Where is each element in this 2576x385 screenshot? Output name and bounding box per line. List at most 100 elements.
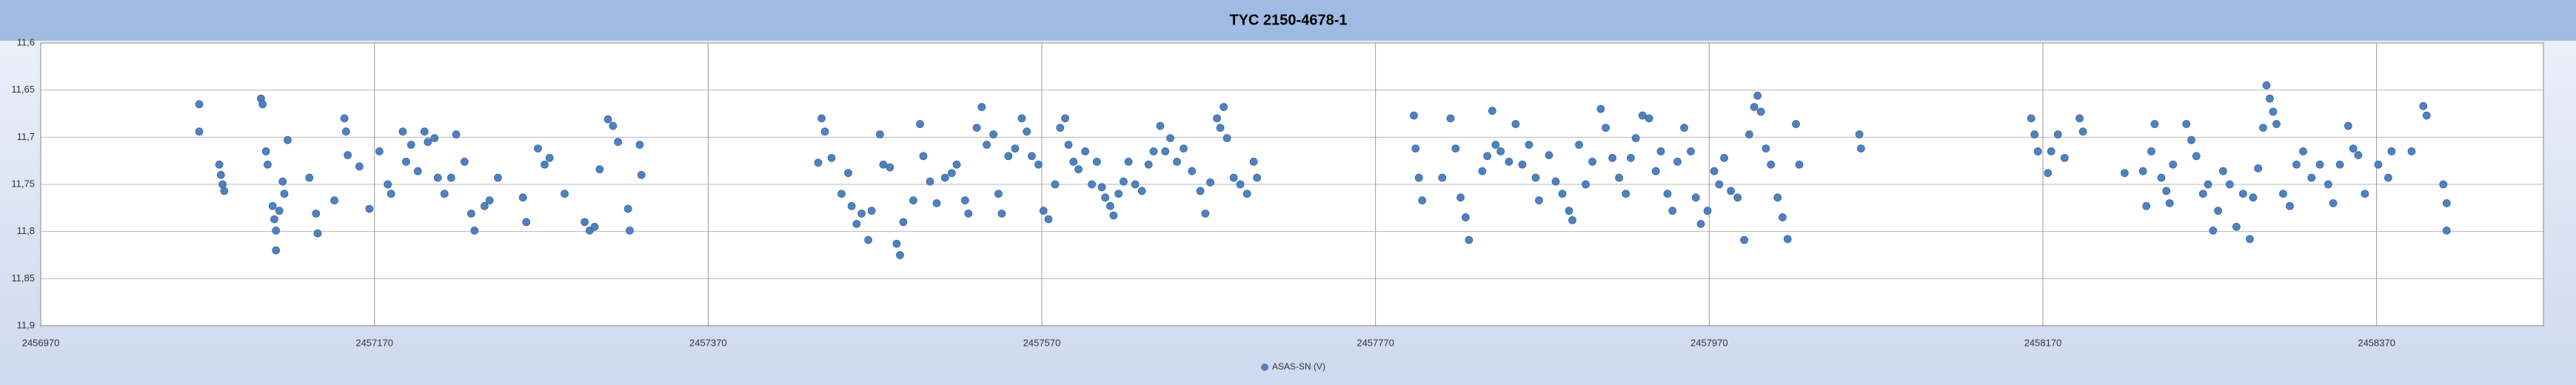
data-point [2299,147,2307,155]
data-point [1144,160,1153,169]
data-point [892,239,901,248]
data-point [2147,147,2155,155]
data-point [952,160,961,169]
data-point [614,138,623,147]
data-point [2349,144,2358,153]
data-point [466,210,475,218]
data-point [1011,144,1020,153]
data-point [1411,144,1420,153]
data-point [817,114,826,123]
data-point [1410,111,1418,120]
data-point [2150,120,2159,128]
data-point [1004,152,1013,161]
data-point [1680,124,1688,133]
data-point [1456,193,1465,202]
data-point [2044,169,2053,178]
data-point [1069,158,1078,166]
data-point [1213,114,1221,123]
data-point [2292,160,2301,169]
data-point [2192,152,2201,161]
data-point [1017,114,1026,123]
data-point [2354,151,2363,159]
data-point [1703,207,1712,215]
y-tick-label: 11,9 [17,319,35,330]
data-point [1196,187,1205,195]
data-point [2204,180,2212,189]
data-point [1491,141,1500,149]
data-point [1496,147,1505,155]
data-point [407,141,415,149]
data-point [413,167,422,175]
data-point [857,210,866,218]
data-point [844,169,853,178]
x-tick-label: 2458170 [2024,337,2062,348]
data-point [220,187,229,195]
data-point [1710,167,1719,175]
data-point [2344,121,2352,130]
data-point [837,190,846,198]
data-point [1461,213,1470,221]
data-point [1023,127,1031,136]
data-point [1551,177,1560,186]
data-point [1687,147,1695,155]
data-point [534,144,542,153]
data-point [2442,199,2451,207]
data-point [1061,114,1069,123]
data-point [1767,160,1776,169]
data-point [609,121,618,130]
data-point [994,190,1003,198]
x-tick-label: 2458370 [2358,337,2395,348]
data-point [452,130,461,138]
data-point [1511,120,1520,128]
data-point [1588,158,1597,166]
data-point [595,165,604,174]
data-point [2269,107,2278,116]
data-point [1762,144,1770,153]
x-tick-label: 2457570 [1023,337,1061,348]
y-tick-label: 11,7 [17,131,35,142]
data-point [590,222,599,231]
y-tick-label: 11,8 [17,225,35,236]
data-point [2060,153,2069,162]
data-point [1715,180,1724,189]
data-point [1451,144,1460,153]
data-point [940,173,949,182]
data-point [1173,158,1181,166]
data-point [972,124,981,133]
data-point [2238,190,2247,198]
data-point [1673,158,1682,166]
data-point [2075,114,2084,123]
data-point [1253,173,1262,182]
data-point [1568,215,1576,224]
data-point [1615,173,1624,182]
data-point [1483,152,1492,161]
y-tick-label: 11,85 [11,272,35,284]
data-point [932,199,941,207]
data-point [195,100,204,109]
data-point [1545,151,1553,159]
data-point [2374,160,2383,169]
data-point [1638,111,1647,120]
data-point [1531,173,1540,182]
data-point [398,127,407,136]
data-point [1222,134,1231,143]
data-point [264,160,272,169]
data-point [2249,193,2258,202]
data-point [344,151,352,159]
data-point [1558,190,1567,198]
data-point [852,220,861,228]
data-point [2307,173,2316,182]
data-point [2121,169,2129,178]
chart-title: TYC 2150-4678-1 [1230,12,1348,28]
data-point [518,193,527,202]
data-point [2259,124,2267,133]
data-point [1627,153,1635,162]
data-point [313,229,322,238]
data-point [1220,103,1228,111]
data-point [280,190,289,198]
data-point [983,141,991,149]
data-point [1783,235,1792,244]
data-point [864,235,873,244]
x-tick-label: 2457170 [355,337,393,348]
